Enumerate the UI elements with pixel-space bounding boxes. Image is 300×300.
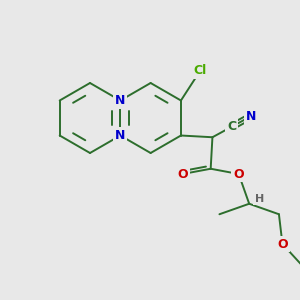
Text: H: H xyxy=(255,194,264,204)
Text: C: C xyxy=(227,120,236,133)
Text: O: O xyxy=(177,167,188,181)
Text: N: N xyxy=(115,94,125,107)
Text: Cl: Cl xyxy=(194,64,207,77)
Text: O: O xyxy=(233,167,244,181)
Text: N: N xyxy=(246,110,256,123)
Text: N: N xyxy=(115,129,125,142)
Text: O: O xyxy=(277,238,288,250)
